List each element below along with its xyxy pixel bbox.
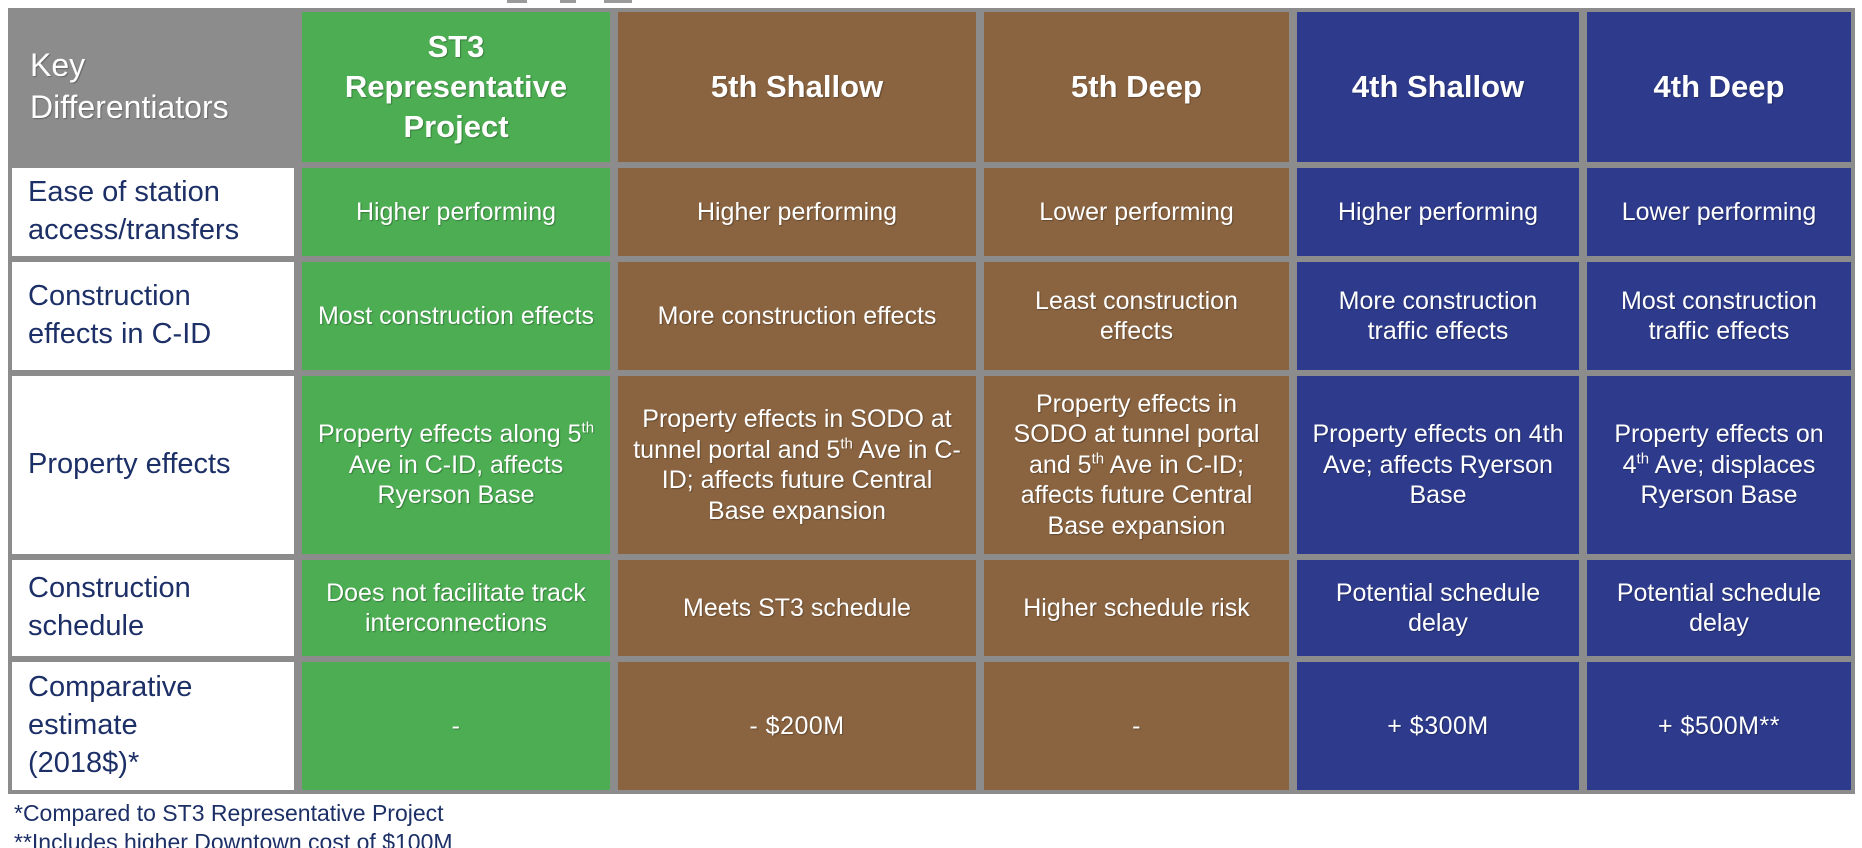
cell-text: Potential schedule delay xyxy=(1335,578,1541,638)
cell-text: - xyxy=(1132,711,1141,740)
footnote-compared-to-st3: *Compared to ST3 Representative Project xyxy=(14,800,444,826)
cell-property-5th-deep: Property effects in SODO at tunnel porta… xyxy=(984,376,1289,554)
cell-estimate-4th-shallow: + $300M xyxy=(1297,662,1579,790)
cell-construction-effects-5th-deep: Least construction effects xyxy=(984,262,1289,370)
column-header-5th-deep: 5th Deep xyxy=(984,12,1289,162)
cell-text: More construction traffic effects xyxy=(1338,286,1538,346)
comparison-table: Key Differentiators ST3 Representative P… xyxy=(8,8,1855,794)
row-label-comparative-estimate: Comparative estimate (2018$)* xyxy=(12,662,294,790)
cell-text: More construction effects xyxy=(657,301,937,330)
cell-schedule-st3: Does not facilitate track interconnectio… xyxy=(302,560,610,656)
cell-text: + $300M xyxy=(1387,711,1489,740)
cell-schedule-5th-shallow: Meets ST3 schedule xyxy=(618,560,976,656)
superscript: th xyxy=(1636,450,1650,468)
row-label-construction-effects: Construction effects in C-ID xyxy=(12,262,294,370)
cell-text: Meets ST3 schedule xyxy=(683,593,911,622)
cropped-text-fragment xyxy=(604,0,632,3)
cell-property-4th-deep: Property effects on 4th Ave; displaces R… xyxy=(1587,376,1851,554)
row-label-construction-schedule: Construction schedule xyxy=(12,560,294,656)
cell-text: Property effects along 5th Ave in C-ID, … xyxy=(317,419,595,510)
row-label-property-effects: Property effects xyxy=(12,376,294,554)
cell-text: Least construction effects xyxy=(1035,286,1238,346)
cell-text: Property effects in SODO at tunnel porta… xyxy=(633,405,961,525)
cell-ease-5th-deep: Lower performing xyxy=(984,168,1289,256)
superscript: th xyxy=(1091,450,1105,468)
cell-estimate-st3: - xyxy=(302,662,610,790)
cell-text: Lower performing xyxy=(1039,197,1234,226)
cell-schedule-4th-deep: Potential schedule delay xyxy=(1587,560,1851,656)
cell-text: Property effects on 4th Ave; affects Rye… xyxy=(1312,420,1564,510)
superscript: th xyxy=(840,435,853,453)
cell-text: Higher performing xyxy=(696,197,898,226)
cell-text: Most construction traffic effects xyxy=(1621,286,1817,346)
cell-estimate-5th-shallow: - $200M xyxy=(618,662,976,790)
cell-text: - $200M xyxy=(749,711,845,740)
cell-text: Property effects on 4th Ave; displaces R… xyxy=(1614,420,1824,510)
cell-construction-effects-st3: Most construction effects xyxy=(302,262,610,370)
cell-text: Property effects in SODO at tunnel porta… xyxy=(1013,389,1260,540)
cell-ease-4th-shallow: Higher performing xyxy=(1297,168,1579,256)
cell-text: + $500M** xyxy=(1658,711,1780,740)
column-header-st3-representative-project: ST3 Representative Project xyxy=(302,12,610,162)
cell-property-4th-shallow: Property effects on 4th Ave; affects Rye… xyxy=(1297,376,1579,554)
corner-header-key-differentiators: Key Differentiators xyxy=(12,12,294,162)
cell-text: - xyxy=(451,711,461,740)
cell-text: Does not facilitate track interconnectio… xyxy=(326,578,586,638)
cell-ease-4th-deep: Lower performing xyxy=(1587,168,1851,256)
footnote-downtown-cost: **Includes higher Downtown cost of $100M xyxy=(14,829,453,848)
cell-construction-effects-5th-shallow: More construction effects xyxy=(618,262,976,370)
superscript: th xyxy=(581,419,595,437)
column-header-4th-deep: 4th Deep xyxy=(1587,12,1851,162)
cropped-text-fragment xyxy=(507,0,527,3)
cell-estimate-5th-deep: - xyxy=(984,662,1289,790)
cell-text: Higher performing xyxy=(355,197,557,226)
footnotes: *Compared to ST3 Representative Project … xyxy=(14,799,453,848)
cell-text: Potential schedule delay xyxy=(1616,578,1822,638)
column-header-4th-shallow: 4th Shallow xyxy=(1297,12,1579,162)
cropped-text-fragment xyxy=(560,0,576,3)
cell-schedule-4th-shallow: Potential schedule delay xyxy=(1297,560,1579,656)
cell-estimate-4th-deep: + $500M** xyxy=(1587,662,1851,790)
column-header-5th-shallow: 5th Shallow xyxy=(618,12,976,162)
cell-text: Lower performing xyxy=(1621,197,1817,226)
cell-schedule-5th-deep: Higher schedule risk xyxy=(984,560,1289,656)
cell-ease-5th-shallow: Higher performing xyxy=(618,168,976,256)
cell-construction-effects-4th-shallow: More construction traffic effects xyxy=(1297,262,1579,370)
cell-text: Most construction effects xyxy=(317,301,595,330)
cell-text: Higher schedule risk xyxy=(1023,593,1250,622)
row-label-ease-of-station-access: Ease of station access/transfers xyxy=(12,168,294,256)
cell-property-5th-shallow: Property effects in SODO at tunnel porta… xyxy=(618,376,976,554)
cell-text: Higher performing xyxy=(1337,197,1539,226)
cell-property-st3: Property effects along 5th Ave in C-ID, … xyxy=(302,376,610,554)
cell-construction-effects-4th-deep: Most construction traffic effects xyxy=(1587,262,1851,370)
cell-ease-st3: Higher performing xyxy=(302,168,610,256)
